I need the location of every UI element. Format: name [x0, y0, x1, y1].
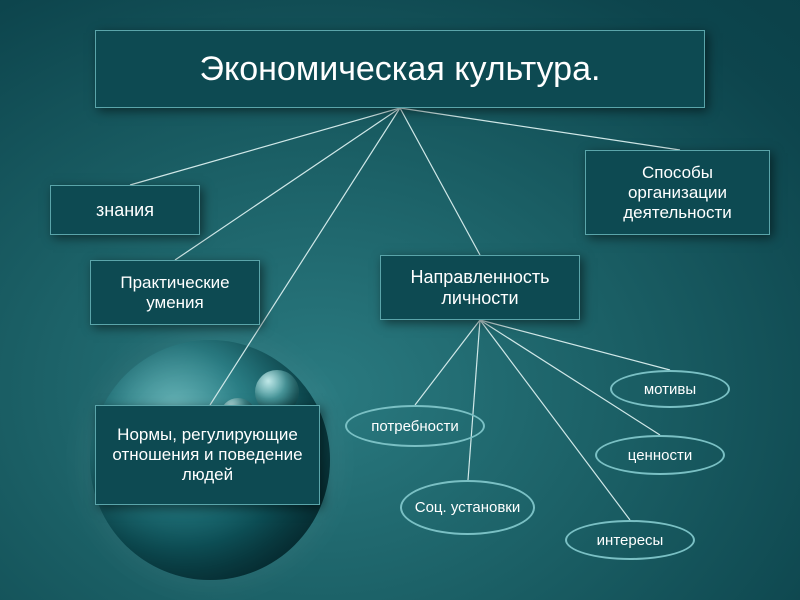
title-text: Экономическая культура. [200, 50, 601, 89]
box-umeniya: Практические умения [90, 260, 260, 325]
ellipse-potrebnosti: потребности [345, 405, 485, 447]
ellipse-motivy: мотивы [610, 370, 730, 408]
box-normy: Нормы, регулирующие отношения и поведени… [95, 405, 320, 505]
ellipse-cennosti: ценности [595, 435, 725, 475]
title-box: Экономическая культура. [95, 30, 705, 108]
box-napravl-text: Направленность личности [381, 267, 579, 309]
box-normy-text: Нормы, регулирующие отношения и поведени… [106, 425, 309, 485]
ellipse-interesy-text: интересы [597, 532, 664, 549]
ellipse-potrebnosti-text: потребности [371, 418, 459, 435]
box-znaniya: знания [50, 185, 200, 235]
box-sposoby: Способы организации деятельности [585, 150, 770, 235]
box-sposoby-text: Способы организации деятельности [594, 163, 761, 223]
ellipse-cennosti-text: ценности [628, 447, 692, 464]
ellipse-soc-text: Соц. установки [415, 499, 521, 516]
box-znaniya-text: знания [96, 200, 154, 221]
ellipse-motivy-text: мотивы [644, 381, 696, 398]
ellipse-soc: Соц. установки [400, 480, 535, 535]
ellipse-interesy: интересы [565, 520, 695, 560]
box-umeniya-text: Практические умения [91, 273, 259, 313]
box-napravl: Направленность личности [380, 255, 580, 320]
